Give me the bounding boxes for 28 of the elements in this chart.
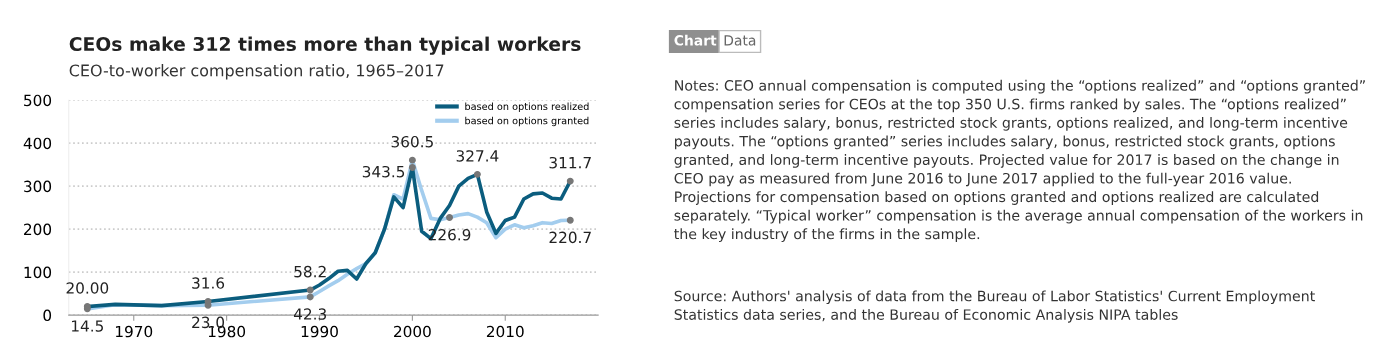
data-label: 31.6 — [192, 277, 225, 289]
y-tick-label: 100 — [24, 266, 52, 279]
legend-label: based on options granted — [465, 116, 589, 127]
x-tick-label: 2010 — [486, 325, 524, 338]
data-label: 327.4 — [456, 150, 499, 162]
data-label: 220.7 — [549, 231, 591, 244]
y-tick-label: 500 — [24, 94, 52, 107]
data-label: 311.7 — [549, 156, 591, 169]
data-label: 20.00 — [66, 282, 109, 294]
source-note: Source: Authors' analysis of data from the Bureau of Labor Statistics' Current Employment Statistics data series, and the Bureau of Economic Analysis NIPA tables — [674, 290, 1315, 323]
data-label: 14.5 — [71, 320, 103, 332]
x-tick-label: 2000 — [394, 325, 431, 338]
chart-title: CEOs make 312 times more than typical workers — [69, 36, 581, 55]
chart-subtitle: CEO-to-worker compensation ratio, 1965–2017 — [69, 64, 444, 80]
x-tick-label: 1990 — [301, 325, 338, 338]
data-label: 343.5 — [362, 165, 405, 178]
x-tick-label: 1970 — [116, 325, 153, 338]
y-tick-label: 200 — [24, 223, 52, 236]
text: Data — [724, 35, 756, 46]
text: Notes: CEO annual compensation is computed using the “options realized” and “options granted” compensation series for CEOs at the top 350 U.S. firms ranked by sales. The “options realized” series includes salary, bonus, restricted stock grants, options realized, and long-term incentive payouts. The “options granted” series includes salary, bonus, restricted stock grants, options granted, and long-term incentive payouts. Projected value for 2017 is based on the change in CEO pay as measured from June 2016 to June 2017 applied to the full-year 2016 value. Projections for compensation based on options granted and options realized are calculated separately. “Typical worker” compensation is the average annual compensation of the workers in the key industry of the firms in the sample. — [674, 79, 1365, 243]
data-label: 360.5 — [391, 135, 433, 148]
legend-label: based on options realized — [465, 102, 589, 112]
data-label: 42.3 — [293, 308, 326, 320]
y-tick-label: 300 — [24, 180, 52, 193]
text: Chart — [674, 34, 717, 46]
y-tick-label: 0 — [43, 309, 52, 322]
y-tick-label: 400 — [23, 137, 52, 150]
data-label: 58.2 — [294, 265, 326, 278]
